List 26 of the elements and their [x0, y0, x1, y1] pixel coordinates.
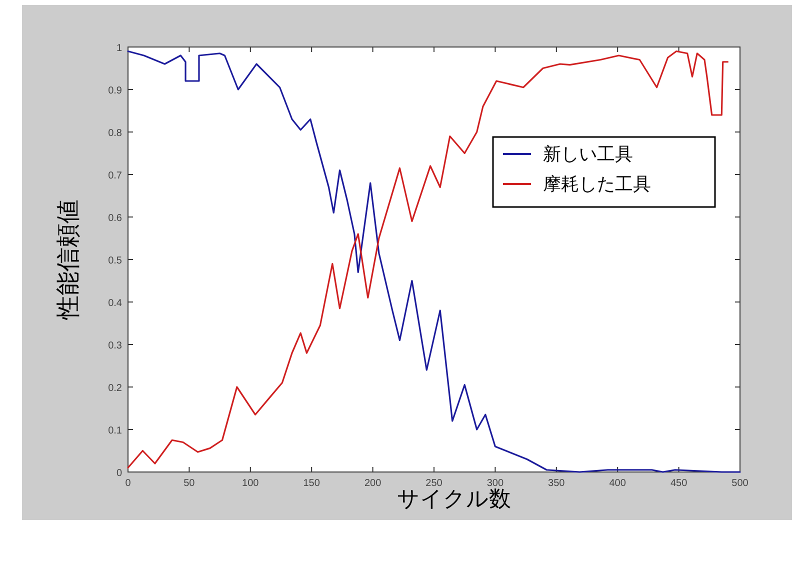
x-tick-label: 450 — [670, 478, 688, 489]
y-tick-label: 0 — [116, 468, 122, 479]
y-tick-label: 0.1 — [108, 426, 122, 436]
y-tick-label: 0.8 — [108, 128, 122, 139]
x-tick-label: 0 — [125, 478, 132, 489]
y-tick-label: 1 — [116, 43, 122, 54]
x-tick-label: 100 — [242, 478, 260, 489]
x-tick-label: 150 — [303, 478, 320, 489]
legend-label: 新しい工具 — [543, 144, 633, 164]
y-tick-label: 0.9 — [108, 86, 122, 96]
x-tick-label: 400 — [609, 478, 626, 489]
x-tick-label: 300 — [486, 478, 504, 489]
y-tick-label: 0.2 — [108, 383, 122, 394]
y-tick-label: 0.7 — [108, 170, 122, 182]
y-axis-title: 性能信頼値 — [55, 200, 82, 320]
y-tick-label: 0.4 — [108, 298, 122, 309]
legend-label: 摩耗した工具 — [543, 174, 651, 194]
x-tick-label: 200 — [364, 478, 382, 489]
x-tick-label: 500 — [732, 478, 749, 489]
x-tick-label: 50 — [184, 478, 196, 489]
x-axis-title: サイクル数 — [397, 486, 511, 511]
y-tick-label: 0.5 — [108, 256, 122, 266]
x-tick-label: 350 — [548, 478, 566, 489]
x-tick-label: 250 — [426, 478, 443, 489]
y-tick-label: 0.3 — [108, 340, 122, 352]
y-tick-label: 0.6 — [108, 213, 122, 224]
